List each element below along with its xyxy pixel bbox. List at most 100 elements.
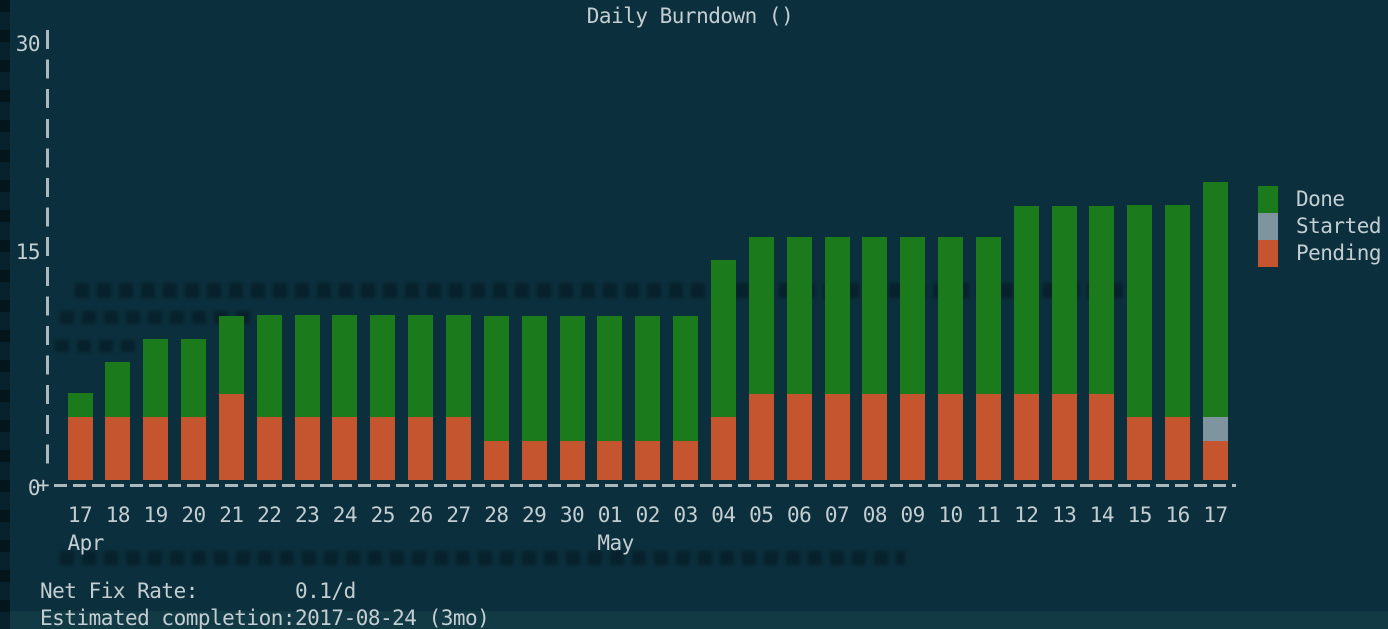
- bar-segment-pending: [218, 394, 244, 480]
- ghost-text-artifact: [60, 311, 255, 324]
- bar-segment-pending: [975, 394, 1001, 480]
- bar-segment-done: [1165, 205, 1191, 417]
- bar-segment-done: [1089, 206, 1115, 394]
- bar-segment-done: [256, 315, 282, 417]
- legend-label-done: Done: [1296, 187, 1345, 211]
- x-tick-label: 29: [522, 503, 547, 527]
- net-fix-rate-label: Net Fix Rate:: [40, 579, 198, 603]
- bar-segment-done: [143, 339, 169, 417]
- bar-segment-done: [370, 315, 396, 417]
- month-label-may: May: [597, 531, 634, 555]
- bar-segment-done: [938, 237, 964, 394]
- x-tick-label: 13: [1051, 503, 1077, 527]
- x-tick-label: 19: [143, 503, 169, 527]
- bar-segment-pending: [1051, 394, 1077, 480]
- bar-segment-done: [597, 316, 623, 441]
- ghost-text-artifact: [60, 551, 905, 565]
- bar-segment-done: [218, 316, 244, 394]
- bar-segment-pending: [408, 417, 434, 480]
- x-tick-label: 22: [257, 503, 282, 527]
- x-axis-line: [54, 484, 1236, 487]
- x-tick-label: 05: [749, 503, 774, 527]
- bar-segment-done: [483, 316, 509, 441]
- bar-segment-done: [900, 237, 926, 394]
- x-tick-label: 25: [370, 503, 396, 527]
- estimated-completion-label: Estimated completion:: [40, 606, 296, 629]
- bar-segment-done: [1203, 182, 1228, 417]
- bar-segment-done: [824, 237, 850, 394]
- x-tick-label: 02: [635, 503, 661, 527]
- bar-segment-pending: [786, 394, 812, 480]
- y-tick-label: 15: [15, 240, 41, 264]
- bar-segment-pending: [446, 417, 471, 480]
- bar-segment-pending: [105, 417, 131, 480]
- bar-segment-pending: [521, 441, 547, 480]
- bar-segment-started: [1203, 417, 1228, 441]
- bar-segment-done: [748, 237, 774, 394]
- bar-segment-done: [181, 339, 207, 417]
- bar-segment-pending: [370, 417, 396, 480]
- ghost-text-artifact: [55, 340, 140, 352]
- bar-segment-pending: [673, 441, 699, 480]
- y-tick-label: 0: [27, 476, 41, 500]
- left-gutter: [0, 0, 10, 629]
- bar-segment-done: [67, 393, 93, 417]
- legend-label-started: Started: [1296, 214, 1382, 238]
- x-tick-label: 03: [673, 503, 698, 527]
- bar-segment-done: [1013, 206, 1039, 394]
- x-tick-label: 18: [105, 503, 131, 527]
- bar-segment-done: [786, 237, 812, 394]
- bar-segment-done: [332, 315, 358, 417]
- bar-segment-pending: [1013, 394, 1039, 480]
- x-tick-label: 06: [786, 503, 812, 527]
- bar-segment-done: [446, 315, 471, 417]
- x-tick-label: 12: [1014, 503, 1039, 527]
- bar-segment-pending: [635, 441, 661, 480]
- bar-segment-done: [1051, 206, 1077, 394]
- axis-origin-plus: +: [37, 473, 50, 497]
- bar-segment-done: [105, 362, 131, 417]
- legend-label-pending: Pending: [1296, 241, 1382, 265]
- bar-segment-done: [294, 315, 320, 417]
- bar-segment-pending: [256, 417, 282, 480]
- bar-segment-done: [1127, 205, 1153, 417]
- bar-segment-pending: [143, 417, 169, 480]
- legend-swatch-started: [1258, 213, 1278, 240]
- bar-segment-pending: [900, 394, 926, 480]
- x-tick-label: 14: [1089, 503, 1115, 527]
- chart-title: Daily Burndown (): [586, 4, 794, 28]
- bar-segment-pending: [862, 394, 888, 480]
- bar-segment-done: [975, 237, 1001, 394]
- bar-segment-pending: [1089, 394, 1115, 480]
- x-tick-label: 16: [1165, 503, 1190, 527]
- bar-segment-pending: [559, 441, 585, 480]
- bar-segment-pending: [1127, 417, 1153, 480]
- bar-segment-done: [408, 315, 434, 417]
- bar-segment-pending: [181, 417, 207, 480]
- x-tick-label: 07: [824, 503, 850, 527]
- bar-segment-done: [635, 316, 661, 441]
- bar-segment-pending: [710, 417, 736, 480]
- x-tick-label: 15: [1127, 503, 1153, 527]
- bar-segment-done: [862, 237, 888, 394]
- month-label-apr: Apr: [67, 531, 105, 555]
- bar-segment-pending: [294, 417, 320, 480]
- x-tick-label: 04: [711, 503, 736, 527]
- bar-segment-pending: [748, 394, 774, 480]
- x-tick-label: 21: [219, 503, 244, 527]
- bar-segment-done: [710, 260, 736, 417]
- legend-swatch-done: [1258, 186, 1278, 213]
- x-tick-label: 26: [408, 503, 433, 527]
- legend-swatch-pending: [1258, 240, 1278, 267]
- bar-segment-pending: [597, 441, 623, 480]
- bar-segment-pending: [824, 394, 850, 480]
- x-tick-label: 17: [67, 503, 93, 527]
- bar-segment-done: [673, 316, 699, 441]
- x-tick-label: 09: [900, 503, 926, 527]
- x-tick-label: 30: [559, 503, 585, 527]
- bar-segment-pending: [938, 394, 964, 480]
- x-tick-label: 17: [1203, 503, 1228, 527]
- x-tick-label: 28: [484, 503, 509, 527]
- x-tick-label: 08: [862, 503, 888, 527]
